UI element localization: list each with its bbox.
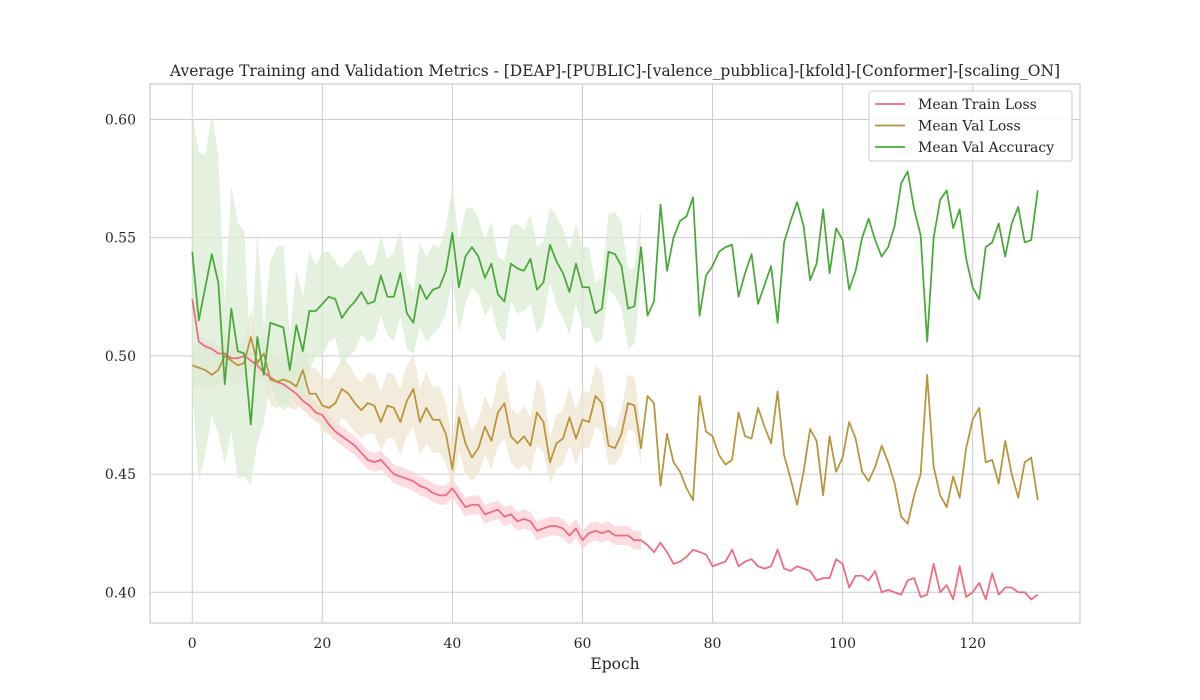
x-tick-label: 40 bbox=[443, 636, 461, 652]
mean-val-accuracy-line bbox=[191, 170, 1039, 426]
x-tick-label: 20 bbox=[313, 636, 331, 652]
mean-val-loss-line bbox=[191, 336, 1039, 525]
y-tick-label: 0.45 bbox=[105, 467, 136, 483]
chart-title: Average Training and Validation Metrics … bbox=[169, 62, 1060, 80]
mean-train-loss-band bbox=[192, 289, 642, 550]
tick-labels: 0 20 40 60 80 100 120 0.40 0.45 0.50 0.55 0.60 bbox=[105, 112, 986, 652]
y-tick-label: 0.40 bbox=[105, 585, 136, 601]
legend-box bbox=[868, 90, 1073, 162]
x-tick-label: 60 bbox=[574, 636, 592, 652]
plot-frame bbox=[149, 83, 1081, 624]
legend-label: Mean Val Loss bbox=[918, 119, 1021, 135]
x-axis-label: Epoch bbox=[590, 655, 639, 673]
y-tick-label: 0.60 bbox=[105, 112, 136, 128]
x-tick-label: 0 bbox=[188, 636, 197, 652]
x-tick-label: 100 bbox=[829, 636, 856, 652]
y-tick-label: 0.50 bbox=[105, 349, 136, 365]
legend: Mean Train Loss Mean Val Loss Mean Val Acc… bbox=[868, 90, 1073, 162]
mean-train-loss-line bbox=[191, 298, 1039, 601]
x-tick-label: 120 bbox=[959, 636, 986, 652]
x-tick-label: 80 bbox=[704, 636, 722, 652]
legend-label: Mean Train Loss bbox=[918, 97, 1037, 113]
legend-label: Mean Val Accuracy bbox=[918, 140, 1054, 156]
series-lines bbox=[191, 170, 1039, 601]
grid bbox=[150, 84, 1080, 623]
y-tick-label: 0.55 bbox=[105, 231, 136, 247]
